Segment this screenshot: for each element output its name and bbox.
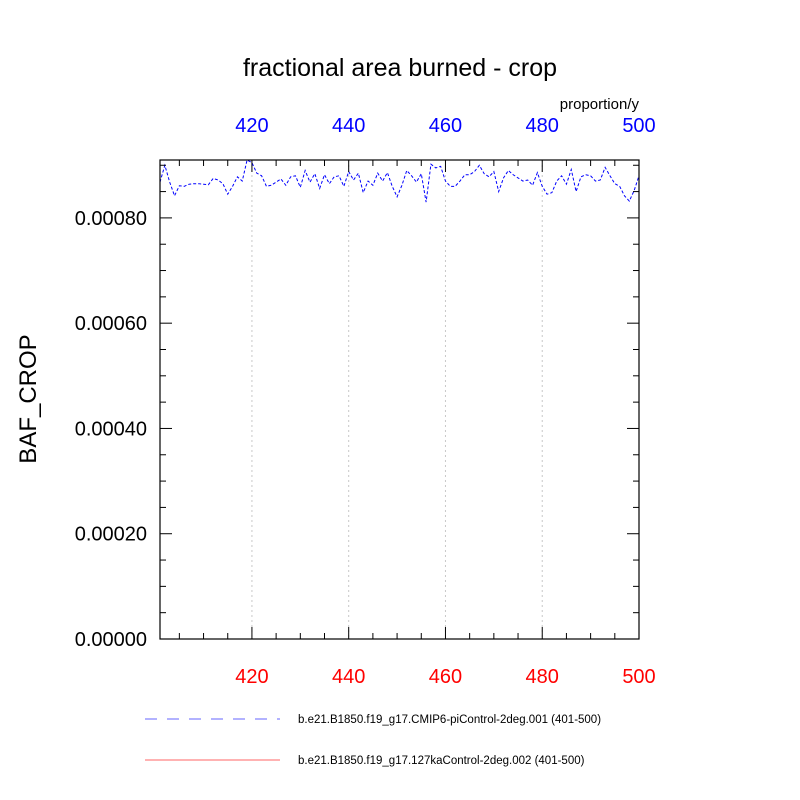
y-tick-label-1: 0.00020 xyxy=(75,524,147,546)
x-grid-lines xyxy=(251,160,543,639)
y-tick-label-4: 0.00080 xyxy=(75,208,147,230)
chart-title: fractional area burned - crop xyxy=(243,54,557,82)
plot-frame xyxy=(159,159,640,640)
y-tick-label-0: 0.00000 xyxy=(75,629,147,651)
axis-ticks xyxy=(160,160,640,640)
axis-tick-labels: 420 420 440 440 460 460 480 480 500 500 0.00000 0.0… xyxy=(75,115,656,688)
x-tick-label-bottom-440: 440 xyxy=(332,666,365,688)
legend-label-0: b.e21.B1850.f19_g17.CMIP6-piControl-2deg… xyxy=(298,714,601,726)
legend-label-1: b.e21.B1850.f19_g17.127kaControl-2deg.00… xyxy=(298,755,585,767)
legend: b.e21.B1850.f19_g17.CMIP6-piControl-2deg… xyxy=(145,714,601,767)
series-lines xyxy=(159,159,640,203)
y-tick-label-2: 0.00040 xyxy=(75,418,147,440)
x-tick-label-top-420: 420 xyxy=(235,115,268,137)
x-tick-label-top-440: 440 xyxy=(332,115,365,137)
series-line-0 xyxy=(159,159,640,203)
x-tick-label-top-500: 500 xyxy=(622,115,655,137)
y-axis-label: BAF_CROP xyxy=(15,334,42,463)
x-tick-label-bottom-420: 420 xyxy=(235,666,268,688)
x-tick-label-top-480: 480 xyxy=(526,115,559,137)
units-label: proportion/y xyxy=(560,96,640,113)
x-tick-label-bottom-460: 460 xyxy=(429,666,462,688)
y-tick-label-3: 0.00060 xyxy=(75,313,147,335)
x-tick-label-bottom-500: 500 xyxy=(622,666,655,688)
x-tick-label-top-460: 460 xyxy=(429,115,462,137)
x-tick-label-bottom-480: 480 xyxy=(526,666,559,688)
